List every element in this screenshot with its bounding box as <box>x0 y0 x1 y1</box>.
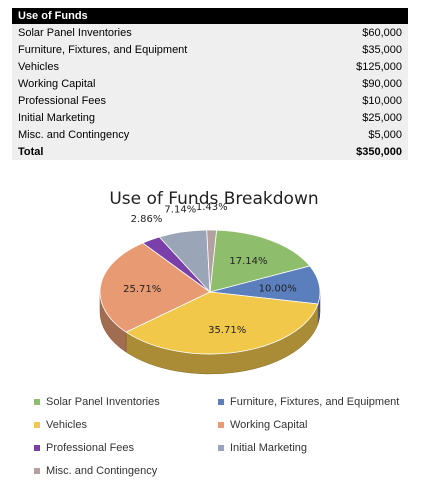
total-label: Total <box>12 143 313 160</box>
total-amount: $350,000 <box>312 143 408 160</box>
row-label: Initial Marketing <box>12 109 313 126</box>
legend-label: Misc. and Contingency <box>46 465 158 477</box>
table-row: Furniture, Fixtures, and Equipment $35,00… <box>12 41 408 58</box>
row-label: Furniture, Fixtures, and Equipment <box>12 41 313 58</box>
legend-swatch <box>218 422 224 428</box>
row-label: Vehicles <box>12 58 313 75</box>
data-label-6: 1.43% <box>196 202 228 213</box>
table-row: Solar Panel Inventories $60,000 <box>12 24 408 41</box>
row-amount: $25,000 <box>312 109 408 126</box>
legend-label: Professional Fees <box>46 442 135 454</box>
legend-item: Solar Panel Inventories <box>34 396 160 408</box>
row-amount: $60,000 <box>312 24 408 41</box>
table-row: Initial Marketing $25,000 <box>12 109 408 126</box>
row-amount: $90,000 <box>312 75 408 92</box>
row-amount: $5,000 <box>312 126 408 143</box>
use-of-funds-table: Use of Funds Solar Panel Inventories $60,… <box>12 8 408 160</box>
pie-slice-0 <box>209 229 311 293</box>
pie-slice-3 <box>99 242 211 333</box>
legend-swatch <box>34 468 40 474</box>
table-row: Misc. and Contingency $5,000 <box>12 126 408 143</box>
legend-item: Professional Fees <box>34 442 134 454</box>
chart-title: Use of Funds Breakdown <box>109 189 319 209</box>
row-label: Working Capital <box>12 75 313 92</box>
table-header-row: Use of Funds <box>12 8 408 24</box>
legend-label: Furniture, Fixtures, and Equipment <box>230 396 400 408</box>
legend-swatch <box>218 399 224 405</box>
row-amount: $35,000 <box>312 41 408 58</box>
data-label-2: 35.71% <box>208 325 246 336</box>
legend-swatch <box>34 445 40 451</box>
legend-label: Working Capital <box>230 419 308 431</box>
pie-chart: 17.14% 10.00% 35.71% 25.71% 2.86%7.14% 1.43% <box>99 202 321 375</box>
table-row: Professional Fees $10,000 <box>12 92 408 109</box>
data-label-4: 2.86% <box>131 214 163 225</box>
row-amount: $10,000 <box>312 92 408 109</box>
data-label-0: 17.14% <box>229 256 267 267</box>
row-amount: $125,000 <box>312 58 408 75</box>
legend-label: Solar Panel Inventories <box>46 396 160 408</box>
legend-item: Working Capital <box>218 419 307 431</box>
legend-item: Initial Marketing <box>218 442 307 454</box>
data-label-5: 7.14% <box>164 204 196 215</box>
row-label: Solar Panel Inventories <box>12 24 313 41</box>
legend-swatch <box>218 445 224 451</box>
data-label-3: 25.71% <box>123 284 161 295</box>
legend-swatch <box>34 422 40 428</box>
table-row: Vehicles $125,000 <box>12 58 408 75</box>
table-row: Working Capital $90,000 <box>12 75 408 92</box>
legend-label: Vehicles <box>46 419 87 431</box>
legend-item: Furniture, Fixtures, and Equipment <box>218 396 399 408</box>
table-total-row: Total $350,000 <box>12 143 408 160</box>
legend-label: Initial Marketing <box>230 442 308 454</box>
table-header: Use of Funds <box>12 8 408 24</box>
legend-swatch <box>34 399 40 405</box>
pie-slice-6 <box>206 229 218 293</box>
pie-slice-2 <box>125 291 319 355</box>
data-label-1: 10.00% <box>259 283 297 294</box>
row-label: Professional Fees <box>12 92 313 109</box>
legend-item: Misc. and Contingency <box>34 465 157 477</box>
legend-item: Vehicles <box>34 419 87 431</box>
row-label: Misc. and Contingency <box>12 126 313 143</box>
